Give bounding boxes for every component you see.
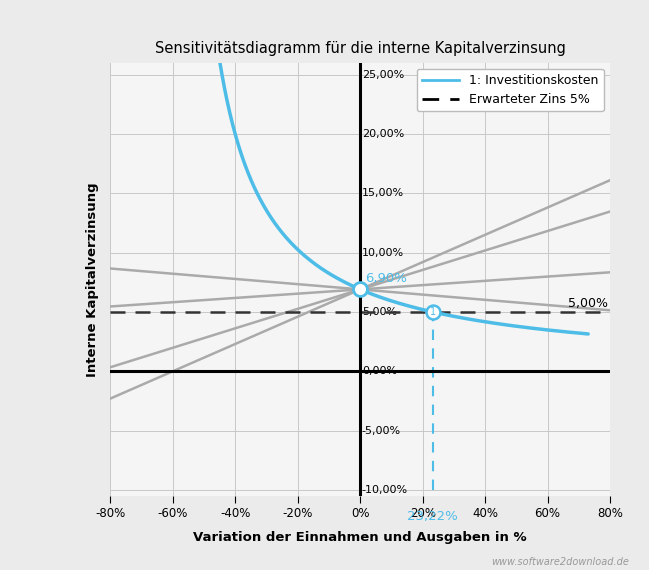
Title: Sensitivitätsdiagramm für die interne Kapitalverzinsung: Sensitivitätsdiagramm für die interne Ka… bbox=[154, 41, 566, 56]
Text: 10,00%: 10,00% bbox=[361, 247, 404, 258]
Legend: 1: Investitionskosten, Erwarteter Zins 5%: 1: Investitionskosten, Erwarteter Zins 5… bbox=[417, 69, 604, 111]
Text: www.software2download.de: www.software2download.de bbox=[492, 557, 630, 567]
Y-axis label: Interne Kapitalverzinsung: Interne Kapitalverzinsung bbox=[86, 182, 99, 377]
Text: 25,00%: 25,00% bbox=[361, 70, 404, 80]
Text: 23,22%: 23,22% bbox=[408, 510, 458, 523]
Text: 20,00%: 20,00% bbox=[361, 129, 404, 139]
Text: 15,00%: 15,00% bbox=[361, 188, 404, 198]
Text: -5,00%: -5,00% bbox=[361, 426, 401, 435]
Text: 5,00%: 5,00% bbox=[361, 307, 397, 317]
Text: 0,00%: 0,00% bbox=[361, 367, 397, 376]
Text: -10,00%: -10,00% bbox=[361, 485, 408, 495]
Text: 5,00%: 5,00% bbox=[569, 296, 609, 310]
Text: 1: 1 bbox=[430, 307, 435, 317]
X-axis label: Variation der Einnahmen und Ausgaben in %: Variation der Einnahmen und Ausgaben in … bbox=[193, 531, 527, 544]
Text: 6,90%: 6,90% bbox=[365, 272, 407, 284]
